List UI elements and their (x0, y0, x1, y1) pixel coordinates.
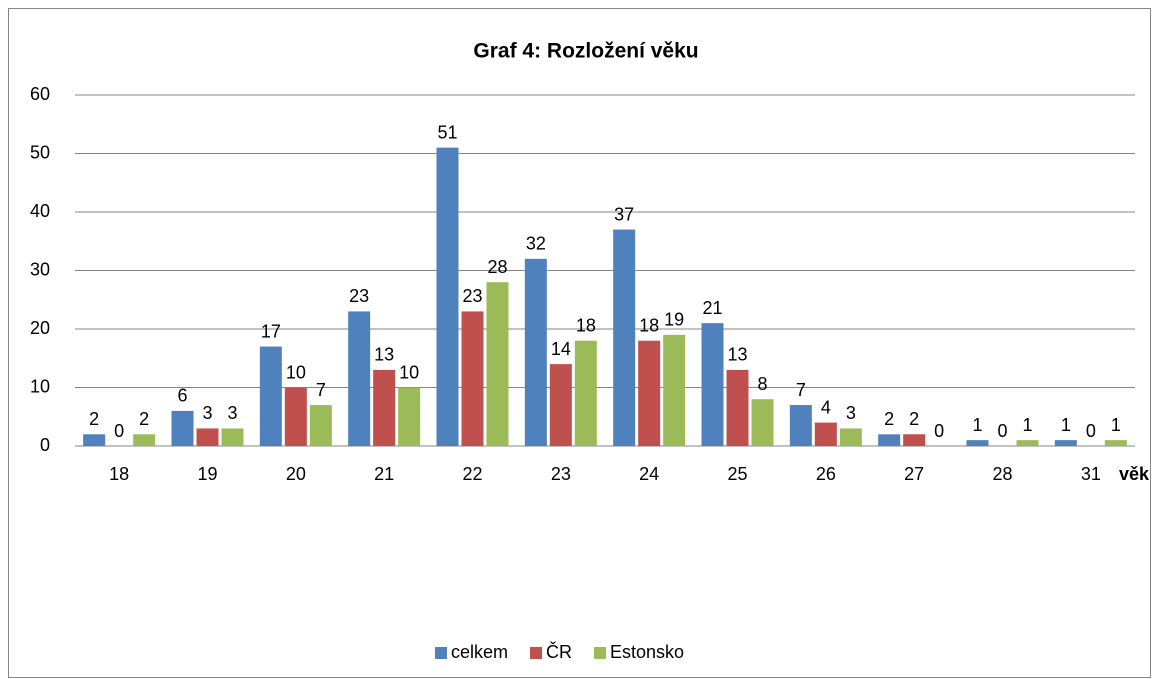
x-tick-label: 25 (727, 464, 747, 484)
legend-swatch (594, 647, 607, 659)
legend-label: Estonsko (610, 642, 684, 662)
data-label: 3 (202, 403, 212, 423)
data-label: 1 (972, 415, 982, 435)
bar (398, 387, 421, 446)
legend-swatch (435, 647, 447, 659)
y-tick-label: 50 (30, 142, 50, 162)
x-tick-label: 18 (109, 464, 129, 484)
legend-swatch (530, 647, 543, 659)
y-tick-label: 60 (30, 84, 50, 104)
data-label: 32 (526, 234, 546, 254)
data-label: 1 (1061, 415, 1071, 435)
data-label: 7 (316, 380, 326, 400)
bar (638, 340, 661, 446)
data-label: 21 (702, 298, 722, 318)
bar (196, 428, 219, 446)
x-tick-label: 21 (374, 464, 394, 484)
data-label: 10 (399, 362, 419, 382)
bar (549, 364, 572, 446)
data-label: 18 (576, 315, 596, 335)
bar (751, 399, 774, 446)
data-label: 23 (462, 286, 482, 306)
data-label: 0 (934, 421, 944, 441)
bar (839, 428, 862, 446)
data-label: 2 (89, 409, 99, 429)
bar (663, 334, 686, 446)
x-tick-label: 23 (551, 464, 571, 484)
x-tick-label: 20 (286, 464, 306, 484)
x-tick-label: 28 (992, 464, 1012, 484)
data-label: 0 (997, 421, 1007, 441)
data-label: 37 (614, 204, 634, 224)
data-label: 23 (349, 286, 369, 306)
data-label: 10 (286, 362, 306, 382)
y-tick-label: 10 (30, 376, 50, 396)
bar (309, 405, 332, 446)
data-label: 2 (884, 409, 894, 429)
bar (373, 369, 396, 446)
bar (814, 422, 837, 446)
bar (726, 369, 749, 446)
data-label: 3 (846, 403, 856, 423)
bar (436, 147, 459, 446)
data-label: 8 (757, 374, 767, 394)
x-tick-label: 27 (904, 464, 924, 484)
x-tick-label: 22 (462, 464, 482, 484)
bar (348, 311, 371, 446)
x-tick-label: 31 (1081, 464, 1101, 484)
data-label: 6 (177, 386, 187, 406)
bar (613, 229, 636, 446)
data-label: 0 (1086, 421, 1096, 441)
bar (1104, 440, 1127, 446)
bar (1016, 440, 1039, 446)
bar (486, 282, 509, 446)
x-axis-label: věk (1119, 464, 1150, 484)
bar (524, 258, 547, 446)
y-tick-label: 40 (30, 201, 50, 221)
data-label: 18 (639, 315, 659, 335)
x-tick-label: 24 (639, 464, 659, 484)
bar (171, 410, 194, 446)
data-label: 0 (114, 421, 124, 441)
x-tick-label: 26 (816, 464, 836, 484)
data-label: 17 (261, 321, 281, 341)
chart-title: Graf 4: Rozložení věku (473, 40, 698, 63)
bar (966, 440, 989, 446)
legend-label: ČR (546, 641, 572, 662)
bar (574, 340, 597, 446)
y-tick-label: 30 (30, 259, 50, 279)
data-label: 2 (909, 409, 919, 429)
bar (83, 434, 106, 446)
bar (461, 311, 484, 446)
bar (221, 428, 244, 446)
data-label: 51 (437, 122, 457, 142)
bar (701, 323, 724, 446)
bar (789, 405, 812, 446)
data-label: 1 (1022, 415, 1032, 435)
data-label: 13 (727, 345, 747, 365)
bar (284, 387, 307, 446)
data-label: 7 (796, 380, 806, 400)
bar (259, 346, 282, 446)
y-tick-label: 0 (40, 435, 50, 455)
legend-label: celkem (451, 642, 508, 662)
bar (878, 434, 901, 446)
bar (133, 434, 156, 446)
data-label: 13 (374, 345, 394, 365)
x-tick-label: 19 (197, 464, 217, 484)
data-label: 2 (139, 409, 149, 429)
data-label: 1 (1111, 415, 1121, 435)
bar (903, 434, 926, 446)
data-label: 28 (487, 257, 507, 277)
data-label: 19 (664, 310, 684, 330)
bar (1054, 440, 1077, 446)
data-label: 3 (227, 403, 237, 423)
data-label: 4 (821, 397, 831, 417)
y-tick-label: 20 (30, 318, 50, 338)
data-label: 14 (551, 339, 571, 359)
